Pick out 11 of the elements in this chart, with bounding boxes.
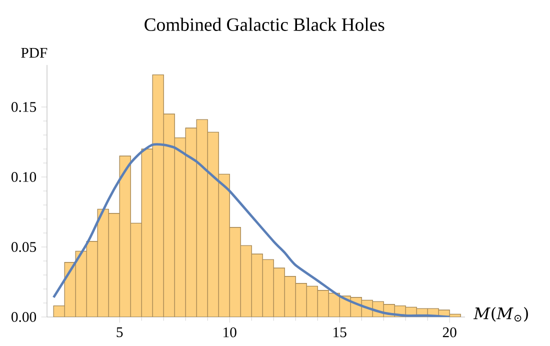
y-tick-label: 0.05 xyxy=(12,242,36,252)
x-axis-title: M(M$_{⊙}$) xyxy=(473,307,528,322)
x-tick-label: 20 xyxy=(442,327,456,338)
chart-title: Combined Galactic Black Holes xyxy=(144,18,384,31)
x-tick-label: 15 xyxy=(334,327,346,338)
y-tick-label: 0.15 xyxy=(12,102,36,112)
x-tick-label: 10 xyxy=(224,327,236,338)
x-tick-label: 5 xyxy=(116,327,123,338)
y-axis-title: PDF xyxy=(21,48,48,58)
y-tick-label: 0.00 xyxy=(12,312,36,322)
y-tick-label: 0.10 xyxy=(12,172,36,182)
